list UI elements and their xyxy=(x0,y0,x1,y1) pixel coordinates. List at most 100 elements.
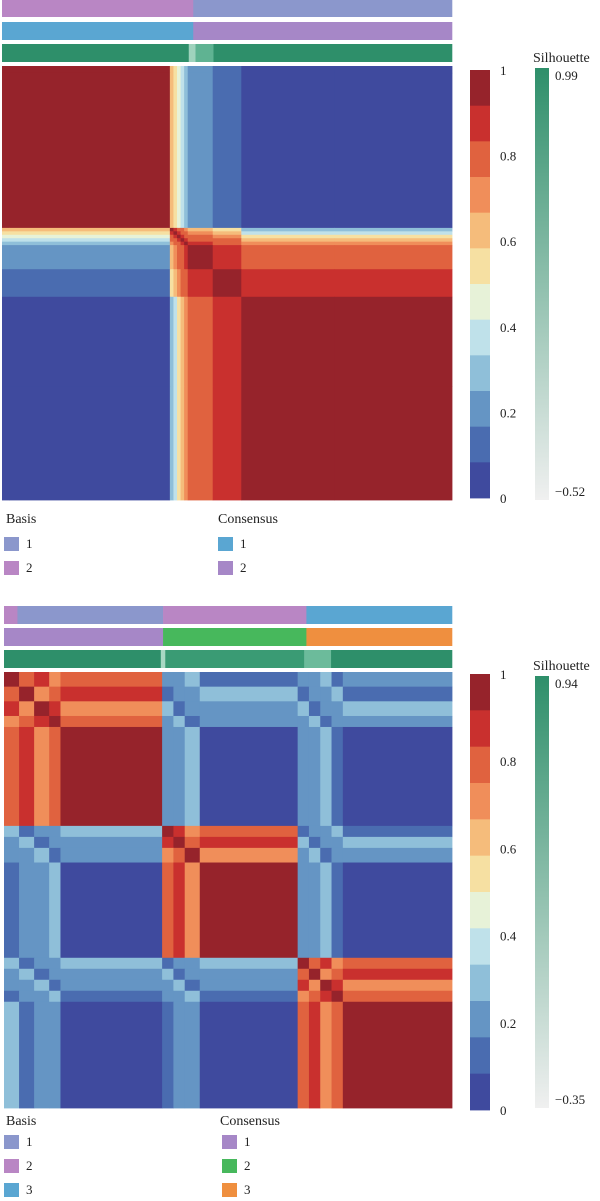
heatmap-cell xyxy=(241,227,335,232)
heatmap-cell xyxy=(320,847,332,863)
heatmap-cell xyxy=(334,296,453,387)
heatmap-cell xyxy=(162,1001,174,1109)
heatmap-cell xyxy=(199,957,299,970)
heatmap-cell xyxy=(9,245,171,270)
heatmap-cell xyxy=(9,72,171,229)
colorbar-tick-label: 1 xyxy=(500,63,507,78)
heatmap-cell xyxy=(2,269,10,298)
heatmap-cell xyxy=(49,990,61,1003)
heatmap-cell xyxy=(187,234,214,239)
heatmap-cell xyxy=(60,836,163,849)
heatmap-cell xyxy=(49,968,61,981)
heatmap-cell xyxy=(9,231,171,236)
heatmap-cell xyxy=(19,686,35,702)
heatmap-cell xyxy=(173,66,178,74)
heatmap-cell xyxy=(199,715,299,728)
heatmap-cell xyxy=(173,701,186,717)
heatmap-cell xyxy=(2,296,10,387)
heatmap-cell xyxy=(331,672,344,688)
basis-track-segment xyxy=(306,606,453,624)
heatmap-cell xyxy=(184,862,201,959)
consensus-3-swatch xyxy=(222,1183,237,1197)
colorbar-step xyxy=(470,141,490,178)
heatmap-cell xyxy=(187,66,214,74)
heatmap-cell xyxy=(4,701,20,717)
heatmap-cell xyxy=(184,847,201,863)
heatmap-cell xyxy=(342,672,453,688)
heatmap-cell xyxy=(169,296,174,387)
heatmap-cell xyxy=(331,957,344,970)
heatmap-cell xyxy=(334,386,453,501)
heatmap-cell xyxy=(199,979,299,992)
basis-2-swatch xyxy=(4,561,19,575)
heatmap-cell xyxy=(177,241,181,246)
heatmap-cell xyxy=(19,957,35,970)
heatmap-cell xyxy=(184,245,189,270)
heatmap-cell xyxy=(184,1001,201,1109)
heatmap-cell xyxy=(177,269,181,298)
heatmap-cell xyxy=(199,686,299,702)
heatmap-cell xyxy=(184,269,189,298)
heatmap-cell xyxy=(212,66,242,74)
heatmap-cell xyxy=(49,979,61,992)
basis-1-swatch xyxy=(4,537,19,551)
heatmap-cell xyxy=(320,825,332,838)
heatmap-cell xyxy=(184,66,189,74)
heatmap-cell xyxy=(162,968,174,981)
heatmap-cell xyxy=(177,72,181,229)
heatmap-cell xyxy=(331,726,344,827)
colorbar-step xyxy=(470,1073,490,1111)
heatmap-cell xyxy=(184,957,201,970)
heatmap-cell xyxy=(180,245,185,270)
colorbar-step xyxy=(470,391,490,428)
heatmap-cell xyxy=(173,1001,186,1109)
consensus-3-label: 3 xyxy=(244,1182,251,1197)
heatmap-cell xyxy=(241,238,335,243)
heatmap-cell xyxy=(331,1001,344,1109)
heatmap-cell xyxy=(173,245,178,270)
colorbar-step xyxy=(470,70,490,107)
heatmap-cell xyxy=(342,1001,453,1109)
heatmap-cell xyxy=(177,296,181,387)
silhouette-track-segment xyxy=(304,650,332,668)
heatmap-cell xyxy=(308,957,321,970)
heatmap-cell xyxy=(4,968,20,981)
heatmap-cell xyxy=(308,847,321,863)
heatmap-cell xyxy=(4,979,20,992)
heatmap-cell xyxy=(184,241,189,246)
heatmap-cell xyxy=(308,715,321,728)
consensus-track-segment xyxy=(4,628,164,646)
silhouette-track-segment xyxy=(2,44,190,62)
heatmap-cell xyxy=(173,238,178,243)
heatmap-cell xyxy=(173,957,186,970)
heatmap-cell xyxy=(334,227,453,232)
heatmap-cell xyxy=(184,979,201,992)
heatmap-cell xyxy=(320,836,332,849)
heatmap-cell xyxy=(49,701,61,717)
heatmap-cell xyxy=(2,66,10,74)
silhouette-title: Silhouette xyxy=(533,51,590,66)
heatmap-cell xyxy=(331,862,344,959)
heatmap-cell xyxy=(187,386,214,501)
heatmap-cell xyxy=(162,701,174,717)
heatmap-cell xyxy=(187,245,214,270)
heatmap-cell xyxy=(297,686,310,702)
heatmap-cell xyxy=(173,231,178,236)
heatmap-cell xyxy=(331,979,344,992)
heatmap-cell xyxy=(199,847,299,863)
colorbar-step xyxy=(470,783,490,820)
heatmap-cell xyxy=(187,231,214,236)
heatmap-cell xyxy=(162,715,174,728)
colorbar-step xyxy=(470,928,490,966)
heatmap-cell xyxy=(331,701,344,717)
heatmap-cell xyxy=(297,862,310,959)
heatmap-cell xyxy=(162,979,174,992)
basis-2-label: 2 xyxy=(26,1158,33,1173)
heatmap-cell xyxy=(180,386,185,501)
basis-track-segment xyxy=(17,606,164,624)
heatmap-cell xyxy=(184,825,201,838)
colorbar-step xyxy=(470,855,490,893)
heatmap-cell xyxy=(320,862,332,959)
heatmap-cell xyxy=(173,686,186,702)
heatmap-cell xyxy=(169,241,174,246)
